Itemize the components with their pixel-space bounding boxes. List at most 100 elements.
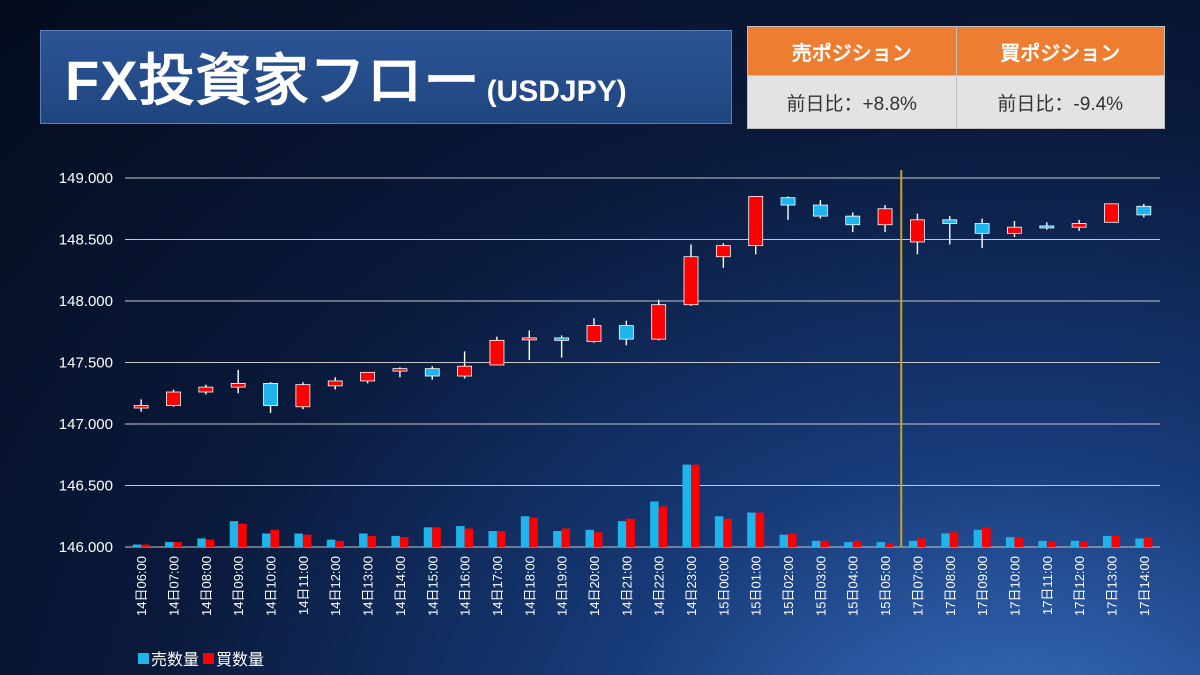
x-tick-label: 15日02:00 xyxy=(781,556,796,616)
candle-body xyxy=(360,371,375,382)
x-tick-label: 17日08:00 xyxy=(943,556,958,616)
candle-body xyxy=(651,304,667,340)
x-tick-label: 14日07:00 xyxy=(167,556,182,616)
y-tick-label: 147.500 xyxy=(59,355,113,372)
buy-volume-bar xyxy=(529,517,538,547)
x-tick-label: 14日13:00 xyxy=(361,556,376,616)
x-tick-label: 17日12:00 xyxy=(1072,556,1087,616)
sell-volume-bar xyxy=(876,542,886,547)
sell-volume-bar xyxy=(520,516,530,547)
buy-volume-bar xyxy=(852,540,862,547)
buy-volume-bar xyxy=(1079,542,1088,547)
candle-body xyxy=(715,245,731,258)
candle-body xyxy=(1104,203,1119,223)
buy-volume-bar xyxy=(949,532,959,547)
candle-body xyxy=(974,223,990,234)
buy-volume-bar xyxy=(788,533,797,547)
candle-body xyxy=(683,256,699,306)
candle-body xyxy=(780,197,796,206)
buy-volume-bar xyxy=(755,512,765,547)
x-tick-label: 14日22:00 xyxy=(652,556,667,616)
page-subtitle: (USDJPY) xyxy=(486,75,627,108)
sell-volume-bar xyxy=(553,531,562,547)
sell-volume-bar xyxy=(682,464,692,547)
buy-volume-bar xyxy=(593,532,603,547)
candle-body xyxy=(230,383,246,388)
sell-volume-bar xyxy=(1135,538,1144,547)
candle-body xyxy=(554,337,570,341)
buy-volume-bar xyxy=(367,535,377,547)
buy-volume-bar xyxy=(1014,537,1023,547)
sell-volume-bar xyxy=(941,533,950,547)
x-tick-label: 15日04:00 xyxy=(846,556,861,616)
buy-volume-bar xyxy=(270,529,280,547)
sell-volume-bar xyxy=(617,521,627,547)
buy-volume-bar xyxy=(658,506,668,547)
x-tick-label: 14日17:00 xyxy=(490,556,505,616)
candle-body xyxy=(166,391,181,406)
legend-sell-swatch xyxy=(138,652,149,664)
candle-body xyxy=(392,368,408,372)
sell-volume-bar xyxy=(585,529,594,547)
x-tick-label: 14日06:00 xyxy=(134,556,149,616)
sell-volume-bar xyxy=(262,533,271,547)
x-tick-label: 14日15:00 xyxy=(425,556,440,616)
x-tick-label: 14日20:00 xyxy=(587,556,602,616)
buy-volume-bar xyxy=(432,527,441,547)
sell-volume-bar xyxy=(456,526,465,547)
x-tick-label: 14日11:00 xyxy=(296,556,311,615)
candle-body xyxy=(748,196,764,247)
x-tick-label: 17日11:00 xyxy=(1040,556,1055,615)
candle-body xyxy=(133,405,149,409)
candle-body xyxy=(521,337,537,341)
buy-volume-bar xyxy=(173,542,183,547)
buy-volume-bar xyxy=(205,539,215,547)
buy-volume-bar xyxy=(1111,535,1120,547)
sell-volume-bar xyxy=(844,542,853,547)
candle-body xyxy=(1039,225,1055,229)
legend-buy-label: 買数量 xyxy=(216,652,265,669)
buy-volume-bar xyxy=(238,523,247,547)
sell-volume-bar xyxy=(294,533,303,547)
x-tick-label: 14日12:00 xyxy=(328,556,343,616)
buy-volume-bar xyxy=(464,528,474,547)
sell-volume-bar xyxy=(326,539,336,547)
chart-legend: 売数量 買数量 xyxy=(138,646,268,670)
candle-body xyxy=(845,215,861,226)
sell-volume-bar xyxy=(908,540,918,547)
candle-body xyxy=(327,380,343,387)
legend-sell: 売数量 xyxy=(138,646,199,670)
sell-position-header: 売ポジション xyxy=(747,26,957,76)
x-tick-label: 17日13:00 xyxy=(1104,556,1119,616)
sell-volume-bar xyxy=(488,531,497,547)
buy-volume-bar xyxy=(335,540,344,547)
x-tick-label: 14日18:00 xyxy=(522,556,537,616)
sell-volume-bar xyxy=(779,534,789,547)
buy-volume-bar xyxy=(1143,537,1153,547)
y-tick-label: 149.000 xyxy=(59,170,113,187)
x-tick-label: 14日10:00 xyxy=(264,556,279,616)
sell-volume-bar xyxy=(165,542,174,547)
sell-position-change: 前日比：+8.8% xyxy=(747,75,957,129)
title-banner: FX投資家フロー (USDJPY) xyxy=(40,30,732,124)
x-tick-label: 15日03:00 xyxy=(813,556,828,616)
y-tick-label: 148.000 xyxy=(59,293,113,310)
x-tick-label: 17日07:00 xyxy=(910,556,925,616)
sell-volume-bar xyxy=(714,516,724,547)
y-tick-label: 146.000 xyxy=(59,539,113,556)
candle-body xyxy=(489,339,505,366)
buy-volume-bar xyxy=(820,540,829,547)
candle-body xyxy=(263,383,278,406)
buy-volume-bar xyxy=(496,531,506,547)
legend-buy-swatch xyxy=(203,652,215,664)
x-tick-label: 14日09:00 xyxy=(231,556,246,616)
position-table: 売ポジション 買ポジション 前日比：+8.8% 前日比：-9.4% xyxy=(747,26,1165,129)
x-tick-label: 14日16:00 xyxy=(458,556,473,616)
x-tick-label: 14日21:00 xyxy=(619,556,634,616)
buy-volume-bar xyxy=(399,537,409,547)
x-tick-label: 17日14:00 xyxy=(1137,556,1152,616)
candle-body xyxy=(1136,205,1152,216)
sell-volume-bar xyxy=(1005,537,1015,547)
x-tick-label: 15日05:00 xyxy=(878,556,893,616)
